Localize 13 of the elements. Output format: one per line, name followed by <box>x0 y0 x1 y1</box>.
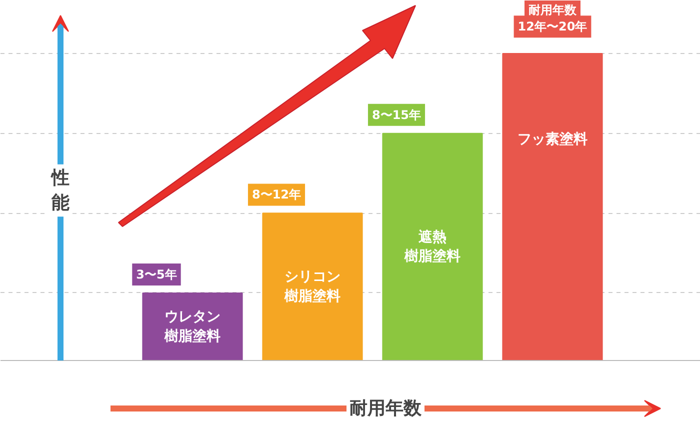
text: 12年〜20年 <box>518 20 588 34</box>
bar <box>502 53 603 361</box>
x-axis-title: 耐用年数 <box>528 2 578 17</box>
x-tick-label: シリコン樹脂塗料 <box>284 269 340 304</box>
x-tick-label: 遮熱樹脂塗料 <box>404 228 460 265</box>
bar <box>382 132 483 361</box>
y-axis-title: 性能 <box>50 167 70 214</box>
text: 耐用年数 <box>350 398 422 419</box>
x-tick-label: フッ素塗料 <box>518 131 588 148</box>
annotation: 3〜5年 <box>136 268 177 282</box>
annotation: 8〜12年 <box>252 188 302 202</box>
annotation: 8〜15年 <box>372 108 422 122</box>
x-tick-label: ウレタン樹脂塗料 <box>164 309 220 344</box>
